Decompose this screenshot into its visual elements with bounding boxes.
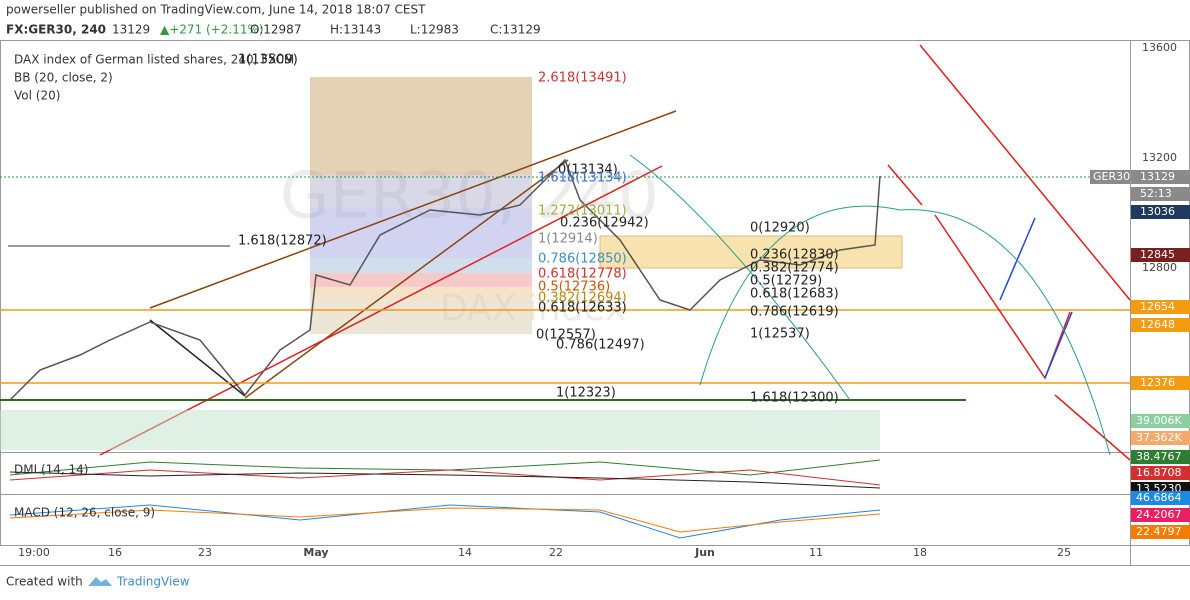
fib-label: 0(12557) (536, 328, 596, 343)
tag: GER30 (1093, 170, 1130, 183)
fib-label: 0.786(12497) (556, 338, 645, 353)
fib-label: 1(12537) (750, 327, 810, 342)
tag: 46.6864 (1136, 491, 1182, 504)
footer-text: Created with (6, 575, 83, 589)
fib-label: 1.618(13134) (538, 171, 627, 186)
price-tags: GER30 13129 52:13 13036 12845 12654 1264… (1090, 170, 1190, 539)
fib-label: 0.618(12778) (538, 267, 627, 282)
fib-label: 0.618(12683) (750, 287, 839, 302)
fib-label: 1.272(13011) (538, 204, 627, 219)
time-tick: 11 (809, 546, 823, 559)
tag: 22.4797 (1136, 525, 1182, 538)
time-tick: 18 (913, 546, 927, 559)
time-tick: 19:00 (18, 546, 50, 559)
fib-label: 0.786(12619) (750, 305, 839, 320)
fib-label: 0.236(12942) (560, 216, 649, 231)
tag: 37.362K (1136, 431, 1182, 444)
indicators (9, 459, 881, 539)
fib-label: 1.618(12872) (238, 234, 327, 249)
fib-label: 0.382(12774) (750, 261, 839, 276)
time-tick: May (303, 546, 328, 559)
price-tick: 13600 (1142, 41, 1177, 54)
tag: 12376 (1140, 376, 1175, 389)
time-tick: 25 (1057, 546, 1071, 559)
ohlc-close: C:13129 (490, 23, 541, 37)
price-tick: 13200 (1142, 151, 1177, 164)
fib-zones (310, 77, 532, 334)
price-tick: 12800 (1142, 261, 1177, 274)
pane-title: MACD (12, 26, close, 9) (14, 506, 155, 520)
publish-info: powerseller published on TradingView.com… (6, 3, 426, 17)
ohlc-open: O:12987 (250, 23, 301, 37)
tag: 52:13 (1140, 187, 1172, 200)
tag: 13036 (1140, 205, 1175, 218)
fib-label: 1(12914) (538, 232, 598, 247)
ohlc-low: L:12983 (410, 23, 459, 37)
logo (88, 577, 112, 586)
fib-label: 0.618(12633) (538, 301, 627, 316)
tag: 16.8708 (1136, 466, 1182, 479)
pane-title: BB (20, close, 2) (14, 71, 113, 85)
zone-box (599, 235, 903, 269)
watermark-sub: DAX index (440, 288, 626, 329)
frame (0, 40, 1190, 566)
fib-label: 0.786(12850) (538, 252, 627, 267)
pane-title: DAX index of German listed shares, 240, … (14, 53, 294, 67)
tag: 24.2067 (1136, 508, 1182, 521)
pane-title: DMI (14, 14) (14, 463, 88, 477)
pane-title: Vol (20) (14, 89, 60, 103)
symbol: FX:GER30, 240 (6, 23, 106, 37)
time-tick: 22 (549, 546, 563, 559)
tag: 13129 (1140, 170, 1175, 183)
tag: 12654 (1140, 300, 1175, 313)
fib-label: 1(13509) (238, 53, 298, 68)
fib-label: 1(12323) (556, 386, 616, 401)
footer-brand[interactable]: TradingView (116, 575, 190, 589)
tag: 12845 (1140, 248, 1175, 261)
fib-label: 0.236(12830) (750, 248, 839, 263)
change: ▲+271 (+2.11%) (160, 23, 264, 37)
fib-label: 0.382(12694) (538, 291, 627, 306)
fib-label: 0(13134) (558, 163, 618, 178)
volume (0, 410, 880, 450)
watermark: GER30, 240 (280, 160, 659, 234)
last-price: 13129 (112, 23, 150, 37)
time-tick: Jun (694, 546, 715, 559)
drawings (0, 44, 1131, 461)
time-tick: 23 (198, 546, 212, 559)
tag: 38.4767 (1136, 450, 1182, 463)
ohlc-high: H:13143 (330, 23, 381, 37)
time-tick: 14 (458, 546, 472, 559)
tag: 12648 (1140, 318, 1175, 331)
tag: 39.006K (1136, 414, 1182, 427)
fib-label: 2.618(13491) (538, 71, 627, 86)
time-tick: 16 (108, 546, 122, 559)
fib-label: 0.5(12736) (538, 280, 610, 295)
fib-label: 0.5(12729) (750, 274, 822, 289)
fib-label: 0(12920) (750, 221, 810, 236)
fib-label: 1.618(12300) (750, 391, 839, 406)
